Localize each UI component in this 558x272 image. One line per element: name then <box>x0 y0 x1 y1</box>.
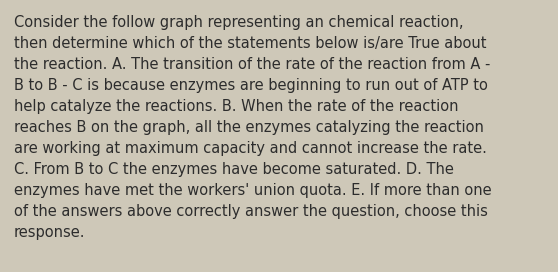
Text: Consider the follow graph representing an chemical reaction,
then determine whic: Consider the follow graph representing a… <box>14 15 492 240</box>
